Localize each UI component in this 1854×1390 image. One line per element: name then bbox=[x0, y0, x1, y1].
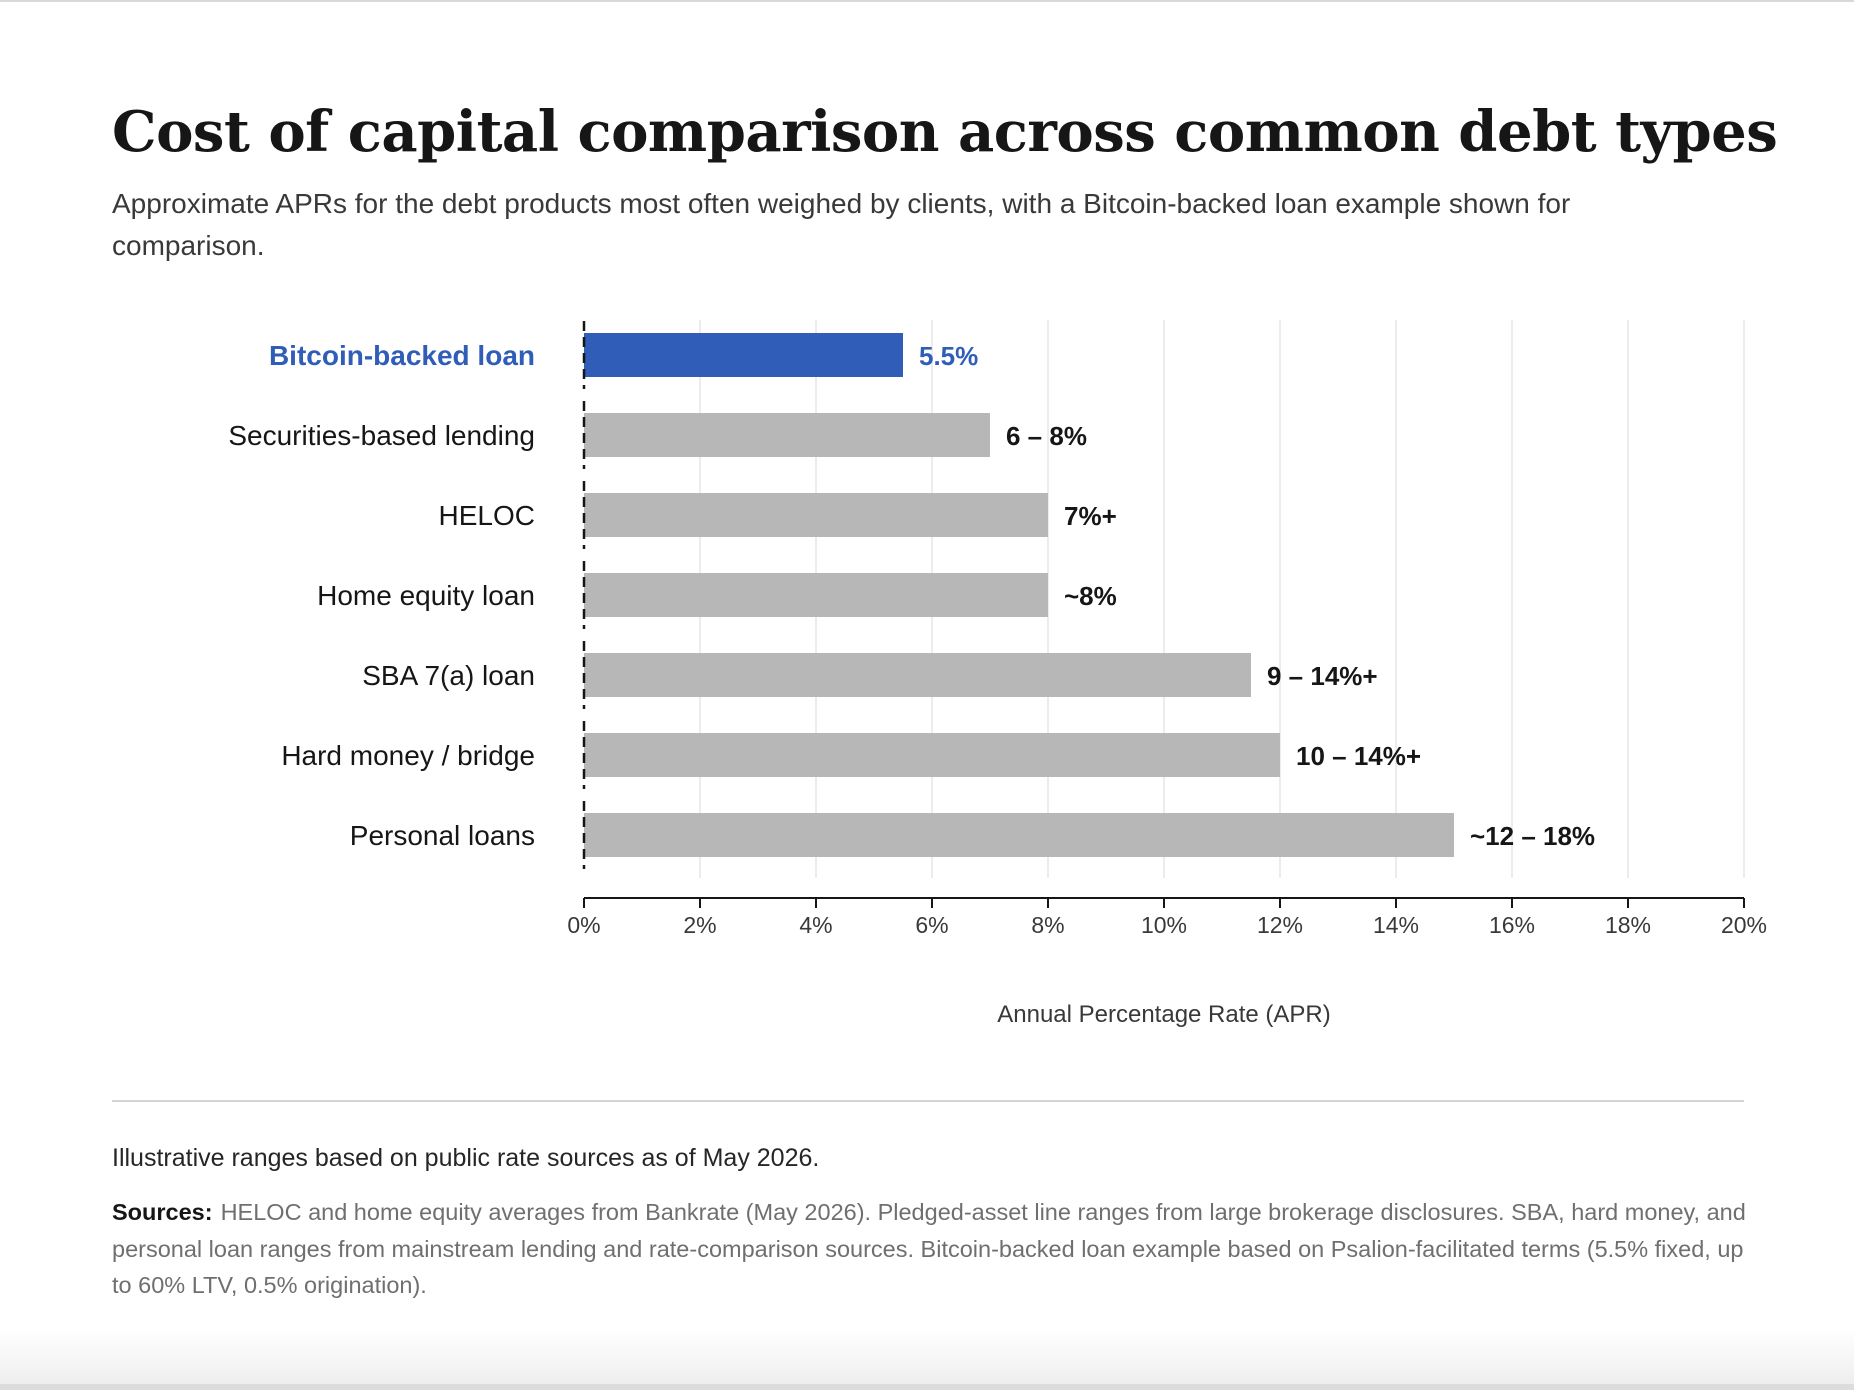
bar bbox=[584, 333, 903, 377]
bottom-fade bbox=[0, 1330, 1854, 1390]
category-label: SBA 7(a) loan bbox=[362, 660, 535, 691]
x-tick-label: 14% bbox=[1373, 912, 1419, 938]
sources-label: Sources: bbox=[112, 1199, 213, 1225]
data-label: 10 – 14%+ bbox=[1296, 741, 1421, 771]
bars bbox=[584, 333, 1454, 857]
data-label: ~12 – 18% bbox=[1470, 821, 1595, 851]
category-label: HELOC bbox=[439, 500, 535, 531]
bar bbox=[584, 733, 1280, 777]
x-axis-title: Annual Percentage Rate (APR) bbox=[997, 1001, 1331, 1028]
footnote: Illustrative ranges based on public rate… bbox=[112, 1144, 820, 1172]
sources-text: HELOC and home equity averages from Bank… bbox=[112, 1199, 1746, 1298]
x-tick-label: 0% bbox=[567, 912, 600, 938]
top-border bbox=[0, 0, 1854, 2]
bar bbox=[584, 813, 1454, 857]
data-label: 5.5% bbox=[919, 341, 978, 371]
x-tick-label: 2% bbox=[683, 912, 716, 938]
chart-title: Cost of capital comparison across common… bbox=[112, 99, 1778, 165]
chart-subtitle: Approximate APRs for the debt products m… bbox=[112, 188, 1571, 261]
x-tick-label: 10% bbox=[1141, 912, 1187, 938]
category-label: Securities-based lending bbox=[228, 420, 535, 451]
bar-chart: Bitcoin-backed loan 5.5% Securities-based … bbox=[228, 320, 1767, 1028]
bar bbox=[584, 653, 1251, 697]
category-label: Hard money / bridge bbox=[281, 740, 535, 771]
x-tick-label: 20% bbox=[1721, 912, 1767, 938]
x-tick-label: 4% bbox=[799, 912, 832, 938]
x-tick-label: 8% bbox=[1031, 912, 1064, 938]
category-label: Personal loans bbox=[350, 820, 535, 851]
footer-divider bbox=[112, 1100, 1744, 1102]
bar bbox=[584, 413, 990, 457]
bar bbox=[584, 573, 1048, 617]
x-axis: 0% 2% 4% 6% 8% 10% 12% 14% 16% 18% 20% bbox=[567, 897, 1767, 938]
x-tick-label: 12% bbox=[1257, 912, 1303, 938]
sources-note: Sources: HELOC and home equity averages f… bbox=[112, 1194, 1752, 1304]
labels: Bitcoin-backed loan 5.5% Securities-based … bbox=[228, 321, 1595, 869]
bar bbox=[584, 493, 1048, 537]
bottom-border bbox=[0, 1384, 1854, 1390]
x-tick-label: 16% bbox=[1489, 912, 1535, 938]
x-tick-label: 18% bbox=[1605, 912, 1651, 938]
data-label: ~8% bbox=[1064, 581, 1117, 611]
data-label: 6 – 8% bbox=[1006, 421, 1087, 451]
x-tick-label: 6% bbox=[915, 912, 948, 938]
data-label: 9 – 14%+ bbox=[1267, 661, 1378, 691]
data-label: 7%+ bbox=[1064, 501, 1117, 531]
category-label: Home equity loan bbox=[317, 580, 535, 611]
category-label: Bitcoin-backed loan bbox=[269, 340, 535, 371]
